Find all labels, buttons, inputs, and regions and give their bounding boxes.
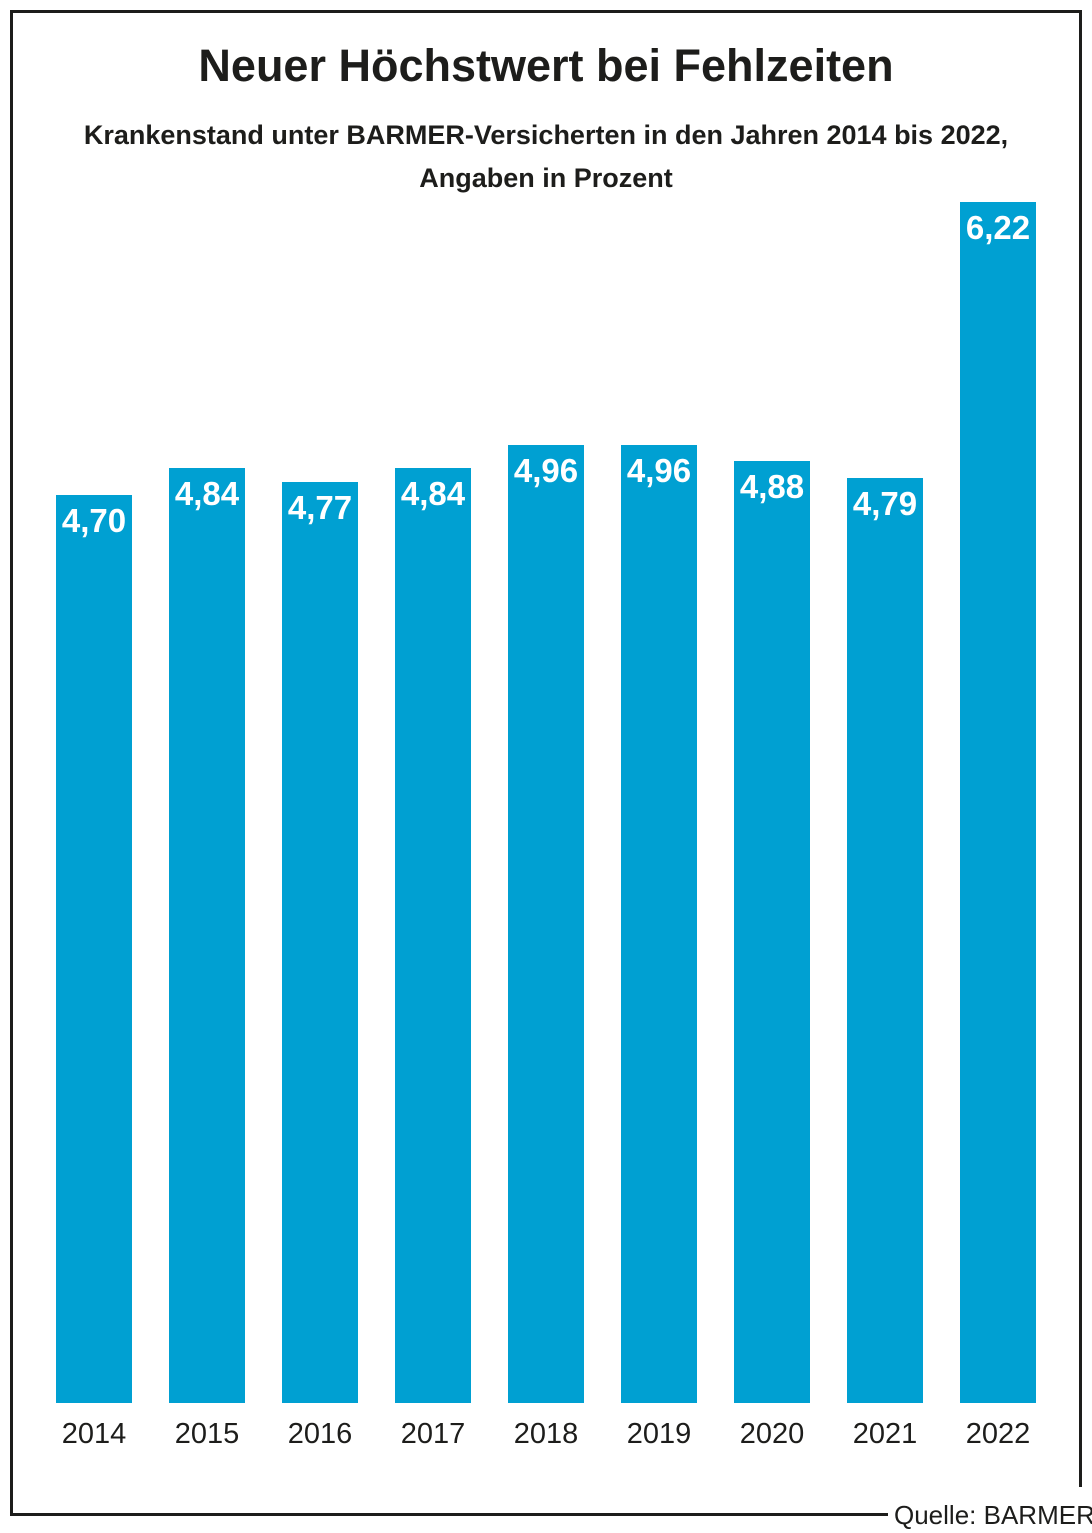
bar-value-label: 4,88	[739, 468, 805, 505]
bar-column-2015: 4,84 2015	[169, 468, 245, 1451]
bar-value-label: 4,70	[61, 502, 127, 539]
x-axis-label: 2014	[61, 1418, 127, 1450]
bar-value-label: 4,84	[174, 475, 240, 512]
chart-title: Neuer Höchstwert bei Fehlzeiten	[198, 40, 894, 91]
bar-column-2021: 4,79 2021	[847, 478, 923, 1451]
x-axis-label: 2020	[739, 1418, 805, 1450]
chart-subtitle: Krankenstand unter BARMER-Versicherten i…	[0, 114, 1092, 200]
bar-value-label: 4,84	[400, 475, 466, 512]
bar-2014: 4,70	[56, 495, 132, 1403]
bar-value-label: 4,96	[626, 452, 692, 489]
bar-2019: 4,96	[621, 445, 697, 1403]
bar-value-label: 4,79	[852, 485, 918, 522]
bar-column-2020: 4,88 2020	[734, 461, 810, 1451]
bar-2017: 4,84	[395, 468, 471, 1403]
source-box: Quelle: BARMER	[888, 1487, 1092, 1533]
bar-2016: 4,77	[282, 482, 358, 1403]
bar-2022: 6,22	[960, 202, 1036, 1403]
bar-chart-plot-area: 4,70 2014 4,84 2015 4,77 2016 4,84 2017 4,96 2018…	[56, 202, 1036, 1451]
bar-value-label: 4,77	[287, 489, 353, 526]
chart-subtitle-line-1: Krankenstand unter BARMER-Versicherten i…	[83, 120, 1009, 150]
bar-column-2017: 4,84 2017	[395, 468, 471, 1451]
x-axis-label: 2019	[626, 1418, 692, 1450]
bar-column-2014: 4,70 2014	[56, 495, 132, 1451]
bar-column-2022: 6,22 2022	[960, 202, 1036, 1451]
chart-frame-border	[10, 10, 1082, 1516]
chart-subtitle-line-2: Angaben in Prozent	[419, 163, 673, 193]
x-axis-label: 2016	[287, 1418, 353, 1450]
source-label: Quelle: BARMER	[894, 1500, 1092, 1530]
x-axis-label: 2015	[174, 1418, 240, 1450]
bar-2020: 4,88	[734, 461, 810, 1403]
bar-column-2019: 4,96 2019	[621, 445, 697, 1451]
x-axis-label: 2017	[400, 1418, 466, 1450]
bar-column-2018: 4,96 2018	[508, 445, 584, 1451]
bar-2018: 4,96	[508, 445, 584, 1403]
bar-2015: 4,84	[169, 468, 245, 1403]
bar-2021: 4,79	[847, 478, 923, 1403]
bar-value-label: 4,96	[513, 452, 579, 489]
x-axis-label: 2018	[513, 1418, 579, 1450]
x-axis-label: 2021	[852, 1418, 918, 1450]
x-axis-label: 2022	[965, 1418, 1031, 1450]
bar-column-2016: 4,77 2016	[282, 482, 358, 1451]
bar-value-label: 6,22	[965, 209, 1031, 246]
